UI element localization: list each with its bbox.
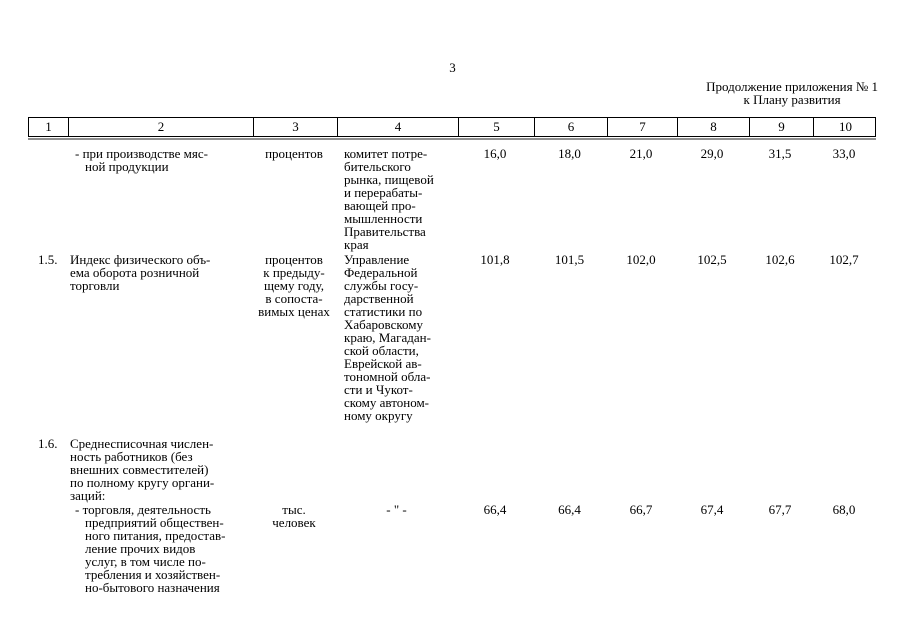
indicator-name-cell: Среднесписочная числен- ность работников… — [70, 436, 215, 503]
continuation-note: Продолжение приложения № 1 к Плану разви… — [706, 80, 878, 106]
table-row: - торговля, деятельность предприятий общ… — [28, 503, 876, 608]
page-number: 3 — [449, 60, 456, 75]
indicators-table: 1 2 3 4 5 6 7 8 9 10 - при производстве … — [28, 117, 876, 608]
row-number-cell: 1.5. — [38, 252, 58, 267]
value-cell: 21,0 — [629, 146, 653, 161]
table-body: - при производстве мяс- ной продукции пр… — [28, 140, 876, 608]
value-cell: 66,4 — [558, 502, 581, 517]
column-number-header: 2 — [68, 118, 253, 136]
indicator-name-cell: Индекс физического объ- ема оборота розн… — [70, 252, 211, 293]
column-number-header: 4 — [337, 118, 458, 136]
responsible-body-cell: Управление Федеральной службы госу- дарс… — [344, 252, 431, 423]
value-cell: 102,7 — [829, 252, 859, 267]
value-cell: 101,8 — [480, 252, 510, 267]
column-number-header: 3 — [253, 118, 337, 136]
value-cell: 68,0 — [832, 502, 856, 517]
table-row: 1.5. Индекс физического объ- ема оборота… — [28, 253, 876, 437]
column-number-header: 5 — [458, 118, 534, 136]
unit-cell: процентов — [265, 146, 323, 161]
responsible-body-cell: комитет потре- бительского рынка, пищево… — [344, 146, 434, 252]
column-number-header: 1 — [45, 119, 52, 134]
column-number-header: 6 — [534, 118, 607, 136]
table-row: 1.6. Среднесписочная числен- ность работ… — [28, 437, 876, 503]
value-cell: 67,7 — [768, 502, 792, 517]
table-header-row: 1 2 3 4 5 6 7 8 9 10 — [28, 117, 876, 137]
value-cell: 66,7 — [629, 502, 653, 517]
column-number-header: 8 — [677, 118, 749, 136]
continuation-note-line-1: Продолжение приложения № 1 — [706, 79, 878, 94]
indicator-name-cell: - при производстве мяс- ной продукции — [75, 146, 208, 174]
column-number-header: 9 — [749, 118, 813, 136]
column-number-header: 7 — [607, 118, 677, 136]
value-cell: 31,5 — [768, 146, 792, 161]
value-cell: 66,4 — [483, 502, 507, 517]
value-cell: 102,6 — [765, 252, 795, 267]
value-cell: 33,0 — [832, 146, 856, 161]
responsible-body-cell: - " - — [386, 502, 407, 517]
unit-cell: процентов к предыду- щему году, в сопост… — [258, 252, 330, 319]
header-separator-rule — [28, 138, 876, 140]
continuation-note-line-2: к Плану развития — [743, 92, 841, 107]
value-cell: 101,5 — [554, 252, 585, 267]
table-row: - при производстве мяс- ной продукции пр… — [28, 147, 876, 253]
column-number-header: 10 — [813, 118, 877, 136]
value-cell: 102,0 — [626, 252, 656, 267]
value-cell: 16,0 — [483, 146, 507, 161]
indicator-name-cell: - торговля, деятельность предприятий общ… — [75, 502, 226, 595]
value-cell: 18,0 — [558, 146, 581, 161]
row-number-cell: 1.6. — [38, 436, 58, 451]
value-cell: 102,5 — [697, 252, 727, 267]
value-cell: 29,0 — [700, 146, 724, 161]
value-cell: 67,4 — [700, 502, 724, 517]
unit-cell: тыс. человек — [272, 502, 316, 530]
